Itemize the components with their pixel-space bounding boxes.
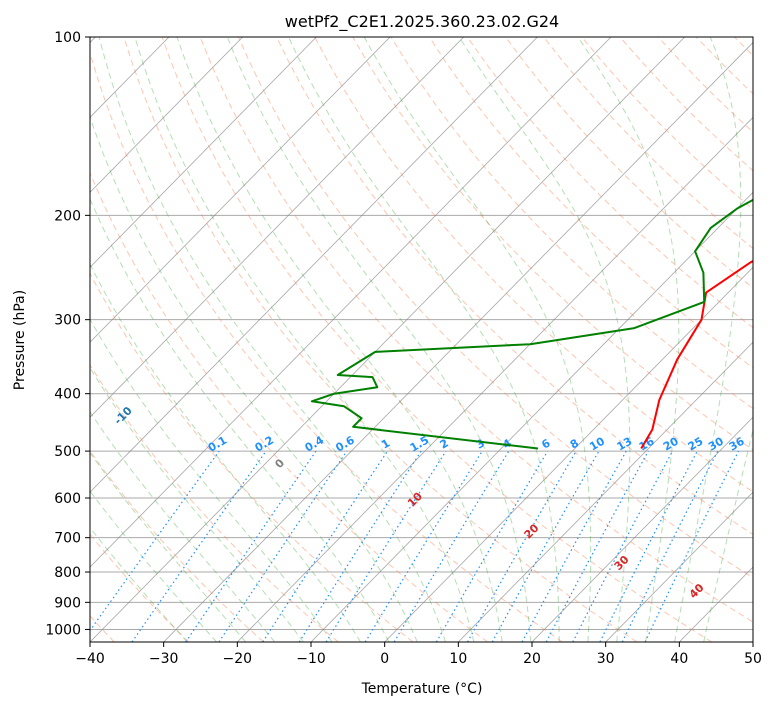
moist-adiabat-line <box>90 115 418 642</box>
isotherm-line <box>90 37 612 568</box>
x-tick-label: −20 <box>223 651 253 667</box>
moist-adiabat-line <box>90 490 217 642</box>
x-tick-label: 30 <box>597 651 615 667</box>
x-tick-label: −10 <box>296 651 326 667</box>
x-tick-label: 20 <box>523 651 541 667</box>
moist-adiabat-line <box>90 451 247 642</box>
mixing-ratio-line <box>298 450 422 642</box>
moist-adiabat-line <box>90 318 333 642</box>
mixing-ratio-line <box>644 450 740 642</box>
y-tick-label: 900 <box>54 595 81 611</box>
moist-adiabat-line <box>90 197 390 642</box>
mixing-ratio-line <box>262 450 388 642</box>
x-tick-label: 50 <box>744 651 762 667</box>
isotherm-line <box>90 37 685 642</box>
dry-adiabat-line <box>352 37 753 451</box>
isotherm-line <box>384 266 753 642</box>
y-tick-label: 700 <box>54 531 81 547</box>
isotherm-line <box>310 191 753 642</box>
dry-adiabat-line <box>466 37 753 329</box>
background-lines <box>90 37 753 642</box>
moist-adiabat-line <box>363 37 592 642</box>
mixing-ratio-line <box>218 450 348 642</box>
isotherm-line <box>237 116 753 642</box>
isotherm-line <box>90 37 391 343</box>
x-tick-label: 0 <box>380 651 389 667</box>
y-tick-label: 100 <box>54 30 81 46</box>
x-tick-label: −40 <box>75 651 105 667</box>
moist-adiabat-line <box>176 37 503 642</box>
isotherm-line <box>90 37 317 268</box>
dry-adiabat-line <box>199 37 753 623</box>
y-tick-label: 400 <box>54 387 81 403</box>
dry-adiabat-line <box>90 272 414 642</box>
mixing-ratio-line <box>325 450 447 642</box>
dry-adiabat-line <box>123 37 638 642</box>
y-tick-label: 200 <box>54 208 81 224</box>
moist-adiabat-line <box>98 37 446 642</box>
dry-adiabat-line <box>161 37 712 642</box>
mixing-ratio-line <box>393 450 510 642</box>
mixing-ratio-line <box>364 450 483 642</box>
temperature-line <box>640 259 753 450</box>
x-tick-label: 10 <box>449 651 467 667</box>
x-axis-label: Temperature (°C) <box>361 681 483 697</box>
moist-adiabat-line <box>703 427 753 642</box>
y-tick-label: 300 <box>54 313 81 329</box>
moist-adiabat-line <box>90 366 304 642</box>
mixing-ratio-line <box>185 450 317 642</box>
moist-adiabat-line <box>90 263 362 642</box>
y-axis-label: Pressure (hPa) <box>12 290 28 390</box>
isotherm-line <box>90 37 464 418</box>
moist-adiabat-line <box>577 37 680 642</box>
mixing-ratio-line <box>521 450 627 642</box>
dry-adiabat-line <box>90 50 563 642</box>
isotherm-line <box>90 37 538 493</box>
x-tick-label: −30 <box>149 651 179 667</box>
moist-adiabat-line <box>674 37 742 642</box>
dewpoint-line <box>310 198 753 450</box>
dry-adiabat-line <box>90 171 488 642</box>
dry-adiabat-line <box>90 450 264 642</box>
dry-adiabat-line <box>390 37 753 410</box>
dry-adiabat-line <box>276 37 753 536</box>
isotherm-line <box>90 37 243 193</box>
isotherm-line <box>163 41 753 642</box>
y-tick-label: 1000 <box>45 622 81 638</box>
mixing-ratio-line <box>435 450 549 642</box>
profile-lines <box>310 198 753 450</box>
isotherm-line <box>605 491 753 642</box>
mixing-ratio-line <box>131 450 267 642</box>
y-tick-label: 600 <box>54 491 81 507</box>
y-tick-label: 500 <box>54 444 81 460</box>
chart-title: wetPf2_C2E1.2025.360.23.02.G24 <box>285 12 559 32</box>
isotherm-line <box>458 341 753 642</box>
moist-adiabat-line <box>90 410 275 642</box>
moist-adiabat-line <box>134 37 475 642</box>
mixing-ratio-line <box>621 450 719 642</box>
x-tick-label: 40 <box>670 651 688 667</box>
isotherm-line <box>531 416 753 642</box>
axes: −40 −30 −20 −10 0 10 20 30 40 50 100 200 300 400 500 60… <box>45 30 762 667</box>
dry-adiabat-line <box>314 37 753 493</box>
dry-adiabat-line <box>428 37 753 369</box>
moist-adiabat-line <box>226 37 532 642</box>
y-tick-label: 800 <box>54 565 81 581</box>
plot-frame <box>89 36 754 643</box>
mixing-ratio-line <box>545 450 649 642</box>
moist-adiabat-line <box>288 37 560 642</box>
dry-adiabat-line <box>237 37 753 579</box>
